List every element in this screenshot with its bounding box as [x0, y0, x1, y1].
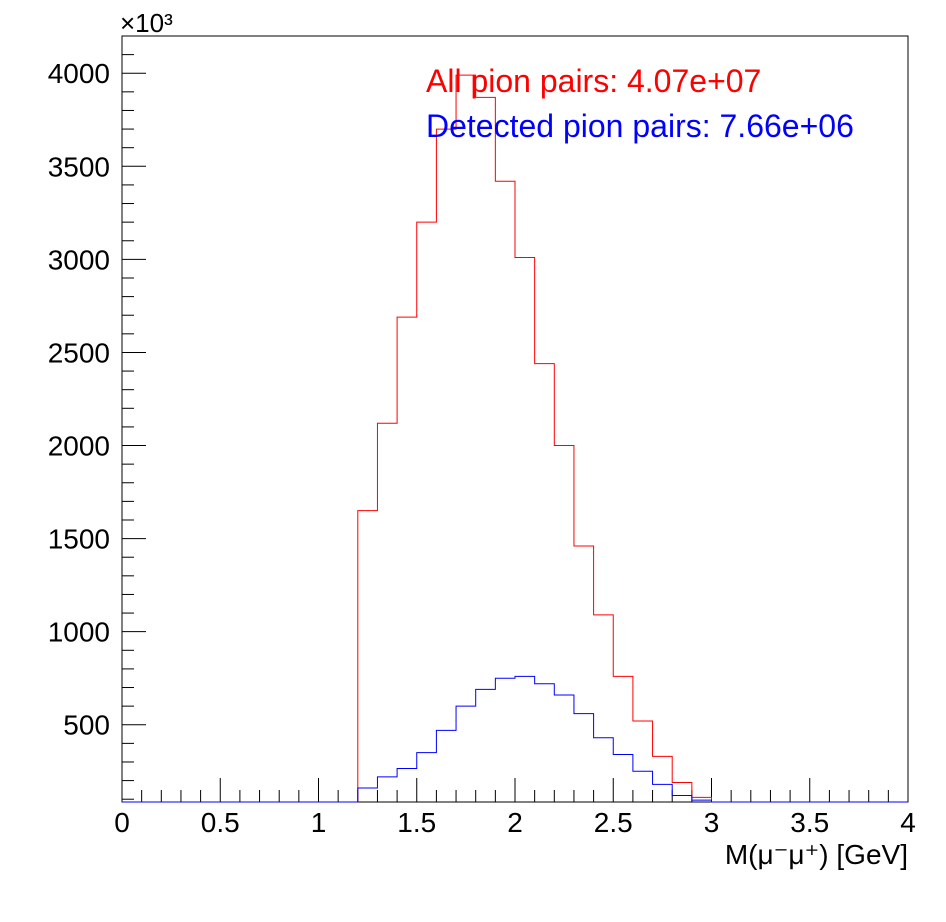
y-tick-label: 3000: [48, 244, 110, 275]
y-multiplier-label: ×10³: [120, 8, 173, 38]
y-tick-label: 1000: [48, 617, 110, 648]
y-axis-tick-labels: 500 1000 1500 2000 2500 3000 3500 4000: [48, 58, 110, 741]
y-tick-label: 1500: [48, 524, 110, 555]
x-tick-label: 2: [507, 807, 523, 838]
legend-all-pion-pairs: All pion pairs: 4.07e+07: [426, 63, 761, 99]
x-tick-label: 3.5: [790, 807, 829, 838]
series-detected-pion-pairs-line: [122, 675, 908, 803]
y-tick-label: 2000: [48, 431, 110, 462]
legend-detected-pion-pairs: Detected pion pairs: 7.66e+06: [426, 108, 854, 144]
series-all-pion-pairs-line: [122, 74, 908, 803]
y-tick-label: 500: [63, 710, 110, 741]
plot-frame: [121, 35, 909, 803]
y-tick-label: 2500: [48, 337, 110, 368]
x-axis-tick-labels: 0 0.5 1 1.5 2 2.5 3 3.5 4: [114, 807, 916, 838]
y-tick-label: 3500: [48, 151, 110, 182]
x-tick-label: 2.5: [594, 807, 633, 838]
y-axis-ticks: [122, 35, 146, 800]
x-tick-label: 0.5: [201, 807, 240, 838]
x-tick-label: 1.5: [397, 807, 436, 838]
y-tick-label: 4000: [48, 58, 110, 89]
x-tick-label: 4: [900, 807, 916, 838]
x-axis-label: M(μ⁻μ⁺) [GeV]: [725, 839, 908, 870]
x-tick-label: 0: [114, 807, 130, 838]
x-axis-ticks: [121, 778, 909, 802]
x-tick-label: 1: [311, 807, 327, 838]
x-tick-label: 3: [704, 807, 720, 838]
